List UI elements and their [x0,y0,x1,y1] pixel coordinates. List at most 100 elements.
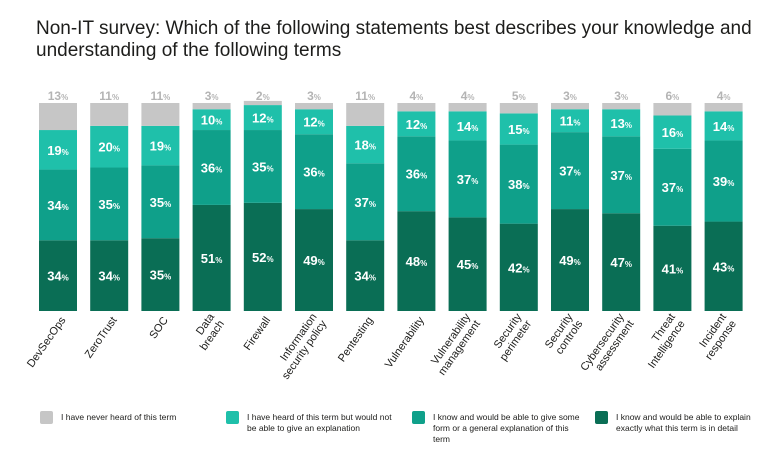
bar-segment-never_heard [499,103,538,114]
bar-value-label: 49% [559,253,581,268]
legend-swatch [226,411,239,424]
bar-value-label: 4% [461,89,475,103]
category-label: Pentesting [336,315,376,364]
bar-segment-explain_detail [243,202,282,311]
bar-value-label: 3% [563,89,577,103]
bar-value-label: 14% [457,119,479,134]
legend-swatch [412,411,425,424]
bar-value-label: 3% [205,89,219,103]
bar-segment-general_explain [448,140,487,218]
category-label: Securitycontrols [543,311,586,358]
bar-value-label: 5% [512,89,526,103]
bar-value-label: 45% [457,257,479,272]
bar-value-label: 48% [406,254,428,269]
category-label: Securityperimeter [488,311,535,363]
bar-value-label: 16% [662,125,684,140]
bar-segment-heard_no_explain [90,125,129,168]
legend-label: I have never heard of this term [61,412,177,422]
bar-segment-heard_no_explain [141,125,180,166]
bar-segment-general_explain [499,144,538,224]
legend-item-never_heard: I have never heard of this term [40,411,211,424]
bar-value-label: 20% [98,140,120,155]
category-label: Firewall [242,315,274,353]
bar-segment-never_heard [551,103,589,110]
bar-value-label: 41% [662,261,684,276]
bar-segment-never_heard [346,103,385,126]
bar-value-label: 14% [713,119,735,134]
bar-value-label: 36% [303,165,325,180]
bar-segment-heard_no_explain [704,111,743,141]
bar-value-label: 11% [99,89,119,103]
bar-value-label: 39% [713,174,735,189]
bar-value-label: 37% [610,168,632,183]
bar-value-label: 13% [610,116,632,131]
bar-value-label: 51% [201,251,223,266]
bar-segment-general_explain [141,165,180,239]
bar-segment-heard_no_explain [499,113,538,145]
category-label: Informationsecurity policy [270,311,330,382]
bar-segment-heard_no_explain [602,109,641,137]
bar-value-label: 37% [559,164,581,179]
bar-value-label: 35% [98,197,120,212]
bar-segment-never_heard [39,103,77,131]
legend-item-general_explain: I know and would be able to give some fo… [412,411,583,445]
bar-segment-general_explain [346,163,385,241]
bar-segment-general_explain [397,136,436,212]
bar-value-label: 47% [610,255,632,270]
chart-title: Non-IT survey: Which of the following st… [36,18,752,61]
category-label: ZeroTrust [83,315,120,361]
bar-segment-never_heard [295,103,333,110]
bar-segment-heard_no_explain [243,105,282,131]
bar-segment-general_explain [39,169,77,241]
bar-segment-explain_detail [346,240,385,311]
bar-value-label: 11% [355,89,375,103]
bar-value-label: 19% [47,143,69,158]
legend-item-explain_detail: I know and would be able to explain exac… [595,411,766,434]
bar-segment-general_explain [551,132,589,210]
bar-segment-never_heard [602,103,641,110]
bar-segment-explain_detail [704,221,743,311]
bar-value-label: 36% [406,167,428,182]
bar-segment-heard_no_explain [39,130,77,170]
bar-value-label: 18% [354,138,376,153]
bar-segment-explain_detail [397,211,436,311]
legend-label: I have heard of this term but would not … [247,412,392,433]
bar-segment-general_explain [602,136,641,214]
bar-segment-heard_no_explain [346,125,385,164]
bar-segment-heard_no_explain [653,115,692,149]
bar-value-label: 15% [508,122,530,137]
bar-value-label: 34% [98,269,120,284]
bar-value-label: 34% [354,269,376,284]
bar-segment-explain_detail [90,240,129,311]
bar-segment-general_explain [653,148,692,226]
stacked-bar-chart: 34% 34% 19% 13% DevSecOps 34% 35% 20% 11% ZeroTru… [25,89,743,382]
legend-swatch [40,411,53,424]
bar-value-label: 34% [47,269,69,284]
bar-value-label: 35% [150,268,172,283]
bar-segment-explain_detail [602,213,641,311]
category-label: SOC [147,315,171,341]
bar-segment-general_explain [90,167,129,241]
bar-segment-general_explain [295,134,333,210]
bar-segment-never_heard [653,103,692,116]
bar-segment-explain_detail [499,223,538,311]
bar-value-label: 34% [47,198,69,213]
legend-item-heard_no_explain: I have heard of this term but would not … [226,411,397,434]
bar-value-label: 42% [508,260,530,275]
bar-value-label: 11% [150,89,170,103]
bar-value-label: 12% [303,115,325,130]
bar-segment-explain_detail [141,238,180,311]
bar-value-label: 36% [201,160,223,175]
bar-segment-never_heard [90,103,129,126]
bar-segment-explain_detail [653,225,692,311]
bar-segment-explain_detail [551,209,589,311]
bar-value-label: 52% [252,250,274,265]
bar-segment-heard_no_explain [551,109,589,133]
bar-value-label: 35% [150,195,172,210]
bar-value-label: 43% [713,259,735,274]
bar-segment-explain_detail [295,209,333,311]
legend-label: I know and would be able to explain exac… [616,412,751,433]
bar-segment-explain_detail [39,240,77,311]
category-label: Incidentresponse [693,311,739,362]
